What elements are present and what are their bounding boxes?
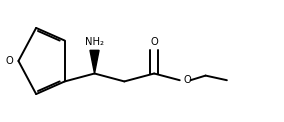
Text: O: O bbox=[5, 56, 13, 66]
Text: O: O bbox=[183, 75, 191, 85]
Text: NH₂: NH₂ bbox=[85, 37, 104, 47]
Text: O: O bbox=[150, 37, 158, 47]
Polygon shape bbox=[90, 50, 99, 74]
